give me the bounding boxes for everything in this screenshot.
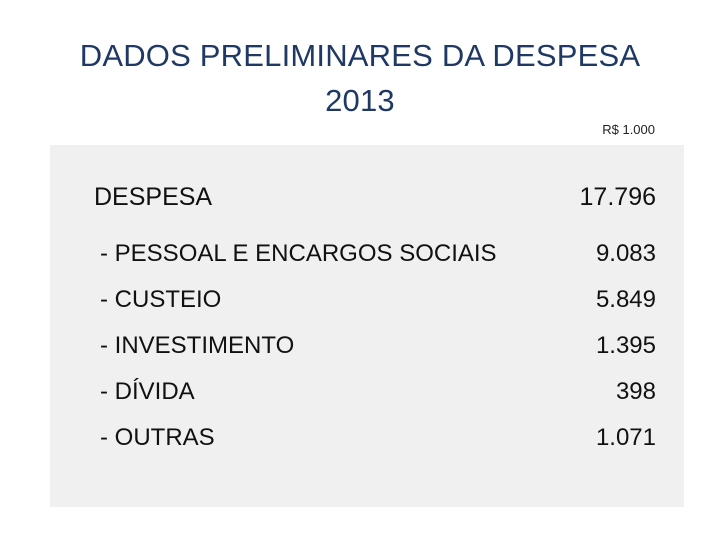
total-row: DESPESA 17.796 xyxy=(50,183,684,223)
expense-label: - DÍVIDA xyxy=(100,378,195,405)
expense-row-outras: - OUTRAS 1.071 xyxy=(50,424,684,464)
expense-value: 5.849 xyxy=(595,286,656,313)
expense-label: - OUTRAS xyxy=(100,424,215,451)
title-line-1: DADOS PRELIMINARES DA DESPESA xyxy=(79,38,641,73)
expense-row-investimento: - INVESTIMENTO 1.395 xyxy=(50,332,684,372)
expense-value: 9.083 xyxy=(595,240,656,267)
expense-row-pessoal: - PESSOAL E ENCARGOS SOCIAIS 9.083 xyxy=(50,240,684,280)
total-label: DESPESA xyxy=(94,183,213,211)
unit-label: R$ 1.000 xyxy=(602,122,655,137)
expense-row-divida: - DÍVIDA 398 xyxy=(50,378,684,418)
expense-row-custeio: - CUSTEIO 5.849 xyxy=(50,286,684,326)
expense-value: 1.071 xyxy=(595,424,656,451)
expense-value: 398 xyxy=(615,378,656,405)
title-line-2: 2013 xyxy=(325,82,395,118)
expense-panel: DESPESA 17.796 - PESSOAL E ENCARGOS SOCI… xyxy=(50,145,684,507)
expense-value: 1.395 xyxy=(595,332,656,359)
expense-label: - INVESTIMENTO xyxy=(100,332,295,359)
expense-label: - PESSOAL E ENCARGOS SOCIAIS xyxy=(100,240,497,267)
expense-label: - CUSTEIO xyxy=(100,286,222,313)
page-title: DADOS PRELIMINARES DA DESPESA 2013 xyxy=(40,34,680,124)
total-value: 17.796 xyxy=(579,183,656,211)
